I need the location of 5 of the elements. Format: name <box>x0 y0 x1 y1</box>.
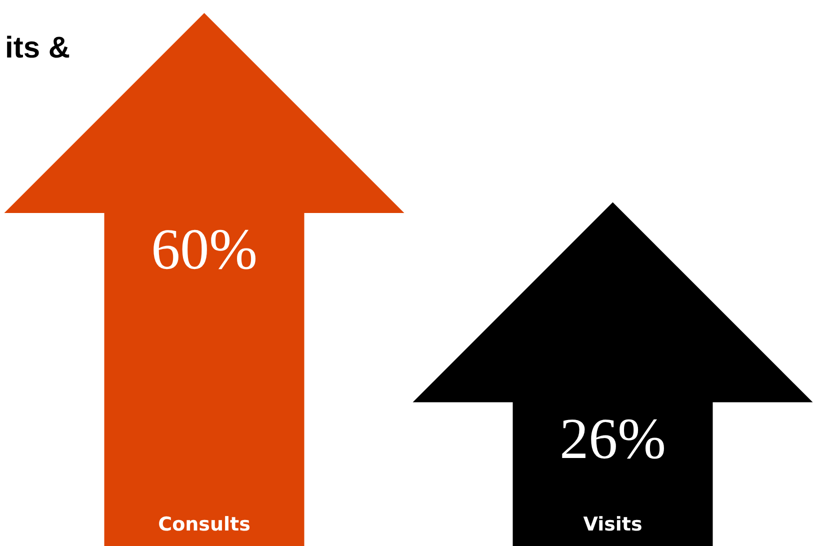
x-tick-label: Consults <box>158 514 250 536</box>
chart-title: its & <box>5 32 70 64</box>
data-label: 26% <box>560 406 666 471</box>
x-tick-label: Visits <box>583 514 642 536</box>
data-label: 60% <box>151 216 258 282</box>
